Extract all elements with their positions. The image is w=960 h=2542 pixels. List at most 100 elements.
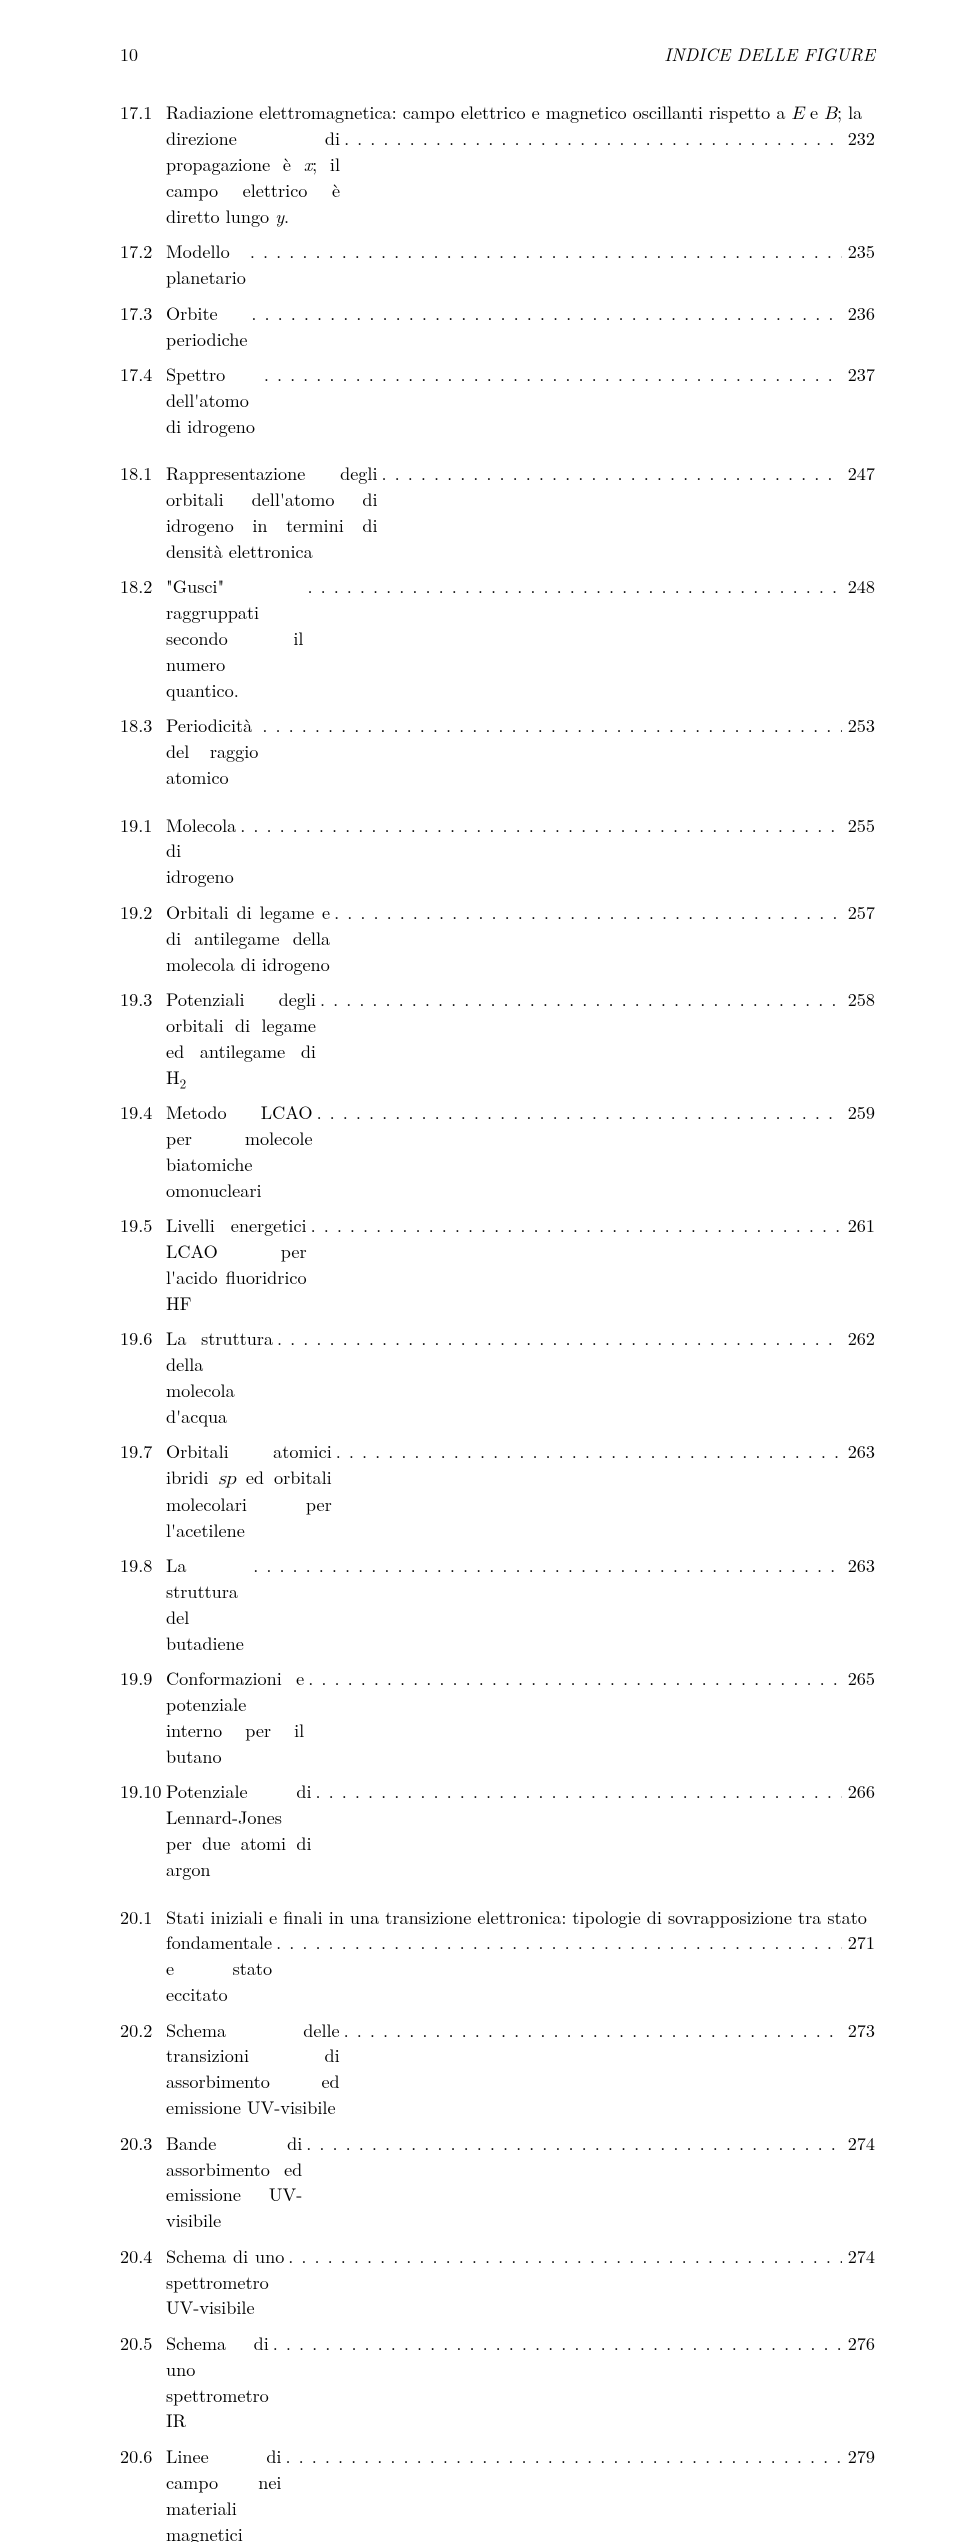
toc-entry-page: 259	[842, 1100, 875, 1126]
toc-entry: 17.4Spettro dell'atomo di idrogeno 237	[120, 362, 875, 440]
toc-entry-number: 19.7	[120, 1439, 166, 1465]
toc-leader-dots	[282, 2444, 842, 2470]
toc-entry-number: 17.3	[120, 301, 166, 327]
toc-entry-text: Potenziale di Lennard-Jones per due atom…	[166, 1779, 312, 1882]
group-gap	[120, 1893, 875, 1905]
toc-leader-dots	[272, 1930, 842, 1956]
toc-body: 17.1Radiazione elettromagnetica: campo e…	[120, 100, 875, 2542]
toc-entry: 20.1Stati iniziali e finali in una trans…	[120, 1905, 875, 1931]
toc-entry: 17.3Orbite periodiche236	[120, 301, 875, 353]
toc-leader-dots	[260, 362, 842, 388]
toc-entry-text: Molecola di idrogeno	[166, 813, 236, 891]
toc-entry: 19.7Orbitali atomici ibridi sp ed orbita…	[120, 1439, 875, 1543]
running-header: 10 INDICE DELLE FIGURE	[120, 42, 875, 68]
toc-entry-number: 19.2	[120, 900, 166, 926]
toc-leader-dots	[340, 2018, 842, 2044]
toc-entry-number: 18.1	[120, 461, 166, 487]
toc-entry-number: 20.1	[120, 1905, 166, 1931]
toc-leader-dots	[247, 301, 841, 327]
toc-leader-dots	[302, 2131, 841, 2157]
toc-entry-text: Orbitali atomici ibridi sp ed orbitali m…	[166, 1439, 332, 1543]
toc-entry-page: 236	[842, 301, 875, 327]
toc-entry: 19.10Potenziale di Lennard-Jones per due…	[120, 1779, 875, 1882]
toc-entry-page: 271	[842, 1930, 875, 1956]
toc-entry-continuation: fondamentale e stato eccitato 271	[120, 1930, 875, 2008]
toc-entry-number: 19.8	[120, 1553, 166, 1579]
toc-entry-page: 273	[842, 2018, 875, 2044]
toc-leader-dots	[330, 900, 842, 926]
toc-entry-number: 19.3	[120, 987, 166, 1013]
toc-leader-dots	[269, 2331, 842, 2357]
toc-entry-continuation: direzione di propagazione è x⃗; il campo…	[120, 126, 875, 229]
toc-entry-text: "Gusci" raggruppati secondo il numero qu…	[166, 574, 303, 703]
toc-entry: 20.6Linee di campo nei materiali magneti…	[120, 2444, 875, 2542]
toc-entry-page: 279	[842, 2444, 875, 2470]
toc-entry-number: 17.1	[120, 100, 166, 126]
toc-entry: 20.2Schema delle transizioni di assorbim…	[120, 2018, 875, 2121]
toc-leader-dots	[303, 574, 841, 600]
toc-entry-number: 18.2	[120, 574, 166, 600]
toc-entry-text: fondamentale e stato eccitato	[166, 1930, 272, 2008]
toc-leader-dots	[249, 1553, 841, 1579]
toc-entry-page: 261	[842, 1213, 875, 1239]
toc-entry: 18.1Rappresentazione degli orbitali dell…	[120, 461, 875, 564]
toc-entry-text: Metodo LCAO per molecole biatomiche omon…	[166, 1100, 313, 1203]
toc-leader-dots	[340, 126, 842, 152]
page: 10 INDICE DELLE FIGURE 17.1Radiazione el…	[0, 0, 960, 2542]
toc-entry-text: Orbitali di legame e di antilegame della…	[166, 900, 330, 978]
toc-entry-text: Periodicità del raggio atomico	[166, 713, 258, 791]
toc-entry: 20.5Schema di uno spettrometro IR276	[120, 2331, 875, 2434]
toc-entry-page: 265	[842, 1666, 875, 1692]
toc-leader-dots	[284, 2244, 841, 2270]
header-title: INDICE DELLE FIGURE	[664, 42, 875, 68]
toc-entry-number: 20.4	[120, 2244, 166, 2270]
toc-entry-number: 19.9	[120, 1666, 166, 1692]
toc-entry-page: 247	[842, 461, 875, 487]
toc-entry-page: 262	[842, 1326, 875, 1352]
toc-entry: 19.5Livelli energetici LCAO per l'acido …	[120, 1213, 875, 1316]
toc-entry-page: 274	[842, 2244, 875, 2270]
toc-entry-number: 17.4	[120, 362, 166, 388]
toc-entry-text: Stati iniziali e finali in una transizio…	[166, 1905, 875, 1931]
toc-leader-dots	[273, 1326, 842, 1352]
toc-entry-text: Potenziali degli orbitali di legame ed a…	[166, 987, 316, 1090]
toc-entry-page: 232	[842, 126, 875, 152]
toc-entry-page: 255	[842, 813, 875, 839]
toc-entry: 20.3Bande di assorbimento ed emissione U…	[120, 2131, 875, 2234]
toc-entry-page: 237	[842, 362, 875, 388]
toc-entry-page: 263	[842, 1553, 875, 1579]
toc-leader-dots	[236, 813, 841, 839]
toc-entry: 18.2"Gusci" raggruppati secondo il numer…	[120, 574, 875, 703]
toc-entry-text: Radiazione elettromagnetica: campo elett…	[166, 100, 875, 127]
toc-entry-page: 266	[842, 1779, 875, 1805]
toc-entry-text: La struttura della molecola d'acqua	[166, 1326, 273, 1429]
toc-entry-page: 258	[842, 987, 875, 1013]
toc-entry-text: Linee di campo nei materiali magnetici	[166, 2444, 282, 2542]
toc-leader-dots	[316, 987, 842, 1013]
page-number: 10	[120, 42, 138, 68]
toc-entry-number: 20.3	[120, 2131, 166, 2157]
toc-entry-page: 235	[842, 239, 875, 265]
toc-entry: 19.6La struttura della molecola d'acqua 2…	[120, 1326, 875, 1429]
toc-entry-page: 257	[842, 900, 875, 926]
toc-leader-dots	[258, 713, 841, 739]
toc-leader-dots	[312, 1779, 842, 1805]
toc-entry: 20.4Schema di uno spettrometro UV-visibi…	[120, 2244, 875, 2322]
toc-entry-number: 19.6	[120, 1326, 166, 1352]
toc-entry-page: 263	[842, 1439, 875, 1465]
toc-leader-dots	[313, 1100, 842, 1126]
toc-entry: 17.1Radiazione elettromagnetica: campo e…	[120, 100, 875, 127]
toc-entry: 18.3Periodicità del raggio atomico253	[120, 713, 875, 791]
toc-entry-text: Schema di uno spettrometro IR	[166, 2331, 269, 2434]
toc-entry-number: 19.4	[120, 1100, 166, 1126]
toc-entry-text: Spettro dell'atomo di idrogeno	[166, 362, 260, 440]
toc-entry: 17.2Modello planetario235	[120, 239, 875, 291]
toc-entry: 19.1Molecola di idrogeno255	[120, 813, 875, 891]
toc-entry-number: 19.10	[120, 1779, 166, 1805]
toc-entry-text: La struttura del butadiene	[166, 1553, 249, 1656]
toc-leader-dots	[246, 239, 842, 265]
toc-entry: 19.2Orbitali di legame e di antilegame d…	[120, 900, 875, 978]
toc-entry-text: Schema di uno spettrometro UV-visibile	[166, 2244, 284, 2322]
toc-entry-number: 19.5	[120, 1213, 166, 1239]
toc-entry: 19.8La struttura del butadiene 263	[120, 1553, 875, 1656]
